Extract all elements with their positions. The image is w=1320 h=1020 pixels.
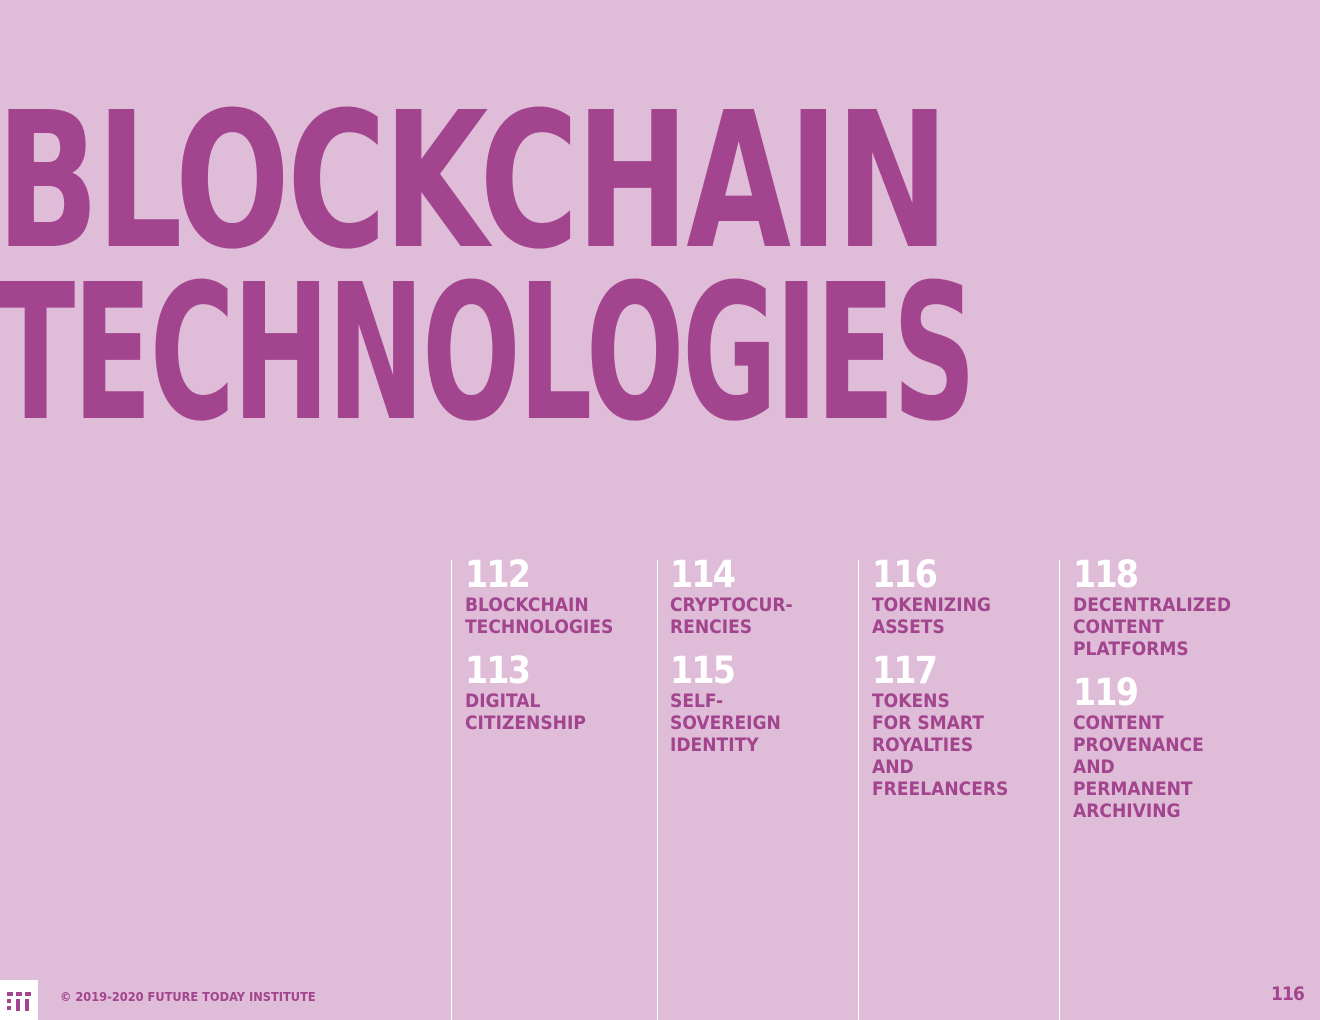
column-divider xyxy=(858,560,859,1020)
page-number: 116 xyxy=(1271,983,1305,1005)
toc-entry-page-number: 114 xyxy=(670,553,736,596)
toc-column-1: 112 BLOCKCHAIN TECHNOLOGIES 113 DIGITAL … xyxy=(465,556,630,748)
toc-entry-label: SELF- SOVEREIGN IDENTITY xyxy=(670,690,781,756)
column-divider xyxy=(1059,560,1060,1020)
toc-entry-page-number: 112 xyxy=(465,553,531,596)
copyright-notice: © 2019-2020 FUTURE TODAY INSTITUTE xyxy=(60,990,316,1004)
column-divider xyxy=(451,560,452,1020)
page-title-line-2: TECHNOLOGIES xyxy=(0,244,976,463)
toc-column-4: 118 DECENTRALIZED CONTENT PLATFORMS 119 … xyxy=(1073,556,1249,836)
toc-entry-page-number: 117 xyxy=(872,649,938,692)
toc-entry-page-number: 115 xyxy=(670,649,736,692)
toc-column-3: 116 TOKENIZING ASSETS 117 TOKENS FOR SMA… xyxy=(872,556,1024,814)
toc-entry[interactable]: 112 BLOCKCHAIN TECHNOLOGIES xyxy=(465,553,630,639)
toc-entry-page-number: 113 xyxy=(465,649,531,692)
toc-entry-page-number: 119 xyxy=(1073,671,1139,714)
toc-entry[interactable]: 118 DECENTRALIZED CONTENT PLATFORMS xyxy=(1073,553,1249,661)
toc-entry-label: CRYPTOCUR- RENCIES xyxy=(670,594,793,638)
toc-entry-label: DIGITAL CITIZENSHIP xyxy=(465,690,586,734)
page-title: BLOCKCHAIN TECHNOLOGIES xyxy=(0,72,1320,463)
toc-entry[interactable]: 115 SELF- SOVEREIGN IDENTITY xyxy=(670,649,806,757)
toc-entry-label: CONTENT PROVENANCE AND PERMANENT ARCHIVI… xyxy=(1073,712,1204,822)
fti-logo-icon xyxy=(0,980,38,1020)
toc-entry-page-number: 116 xyxy=(872,553,938,596)
page-title-line-1: BLOCKCHAIN xyxy=(0,72,949,291)
toc-entry-label: TOKENS FOR SMART ROYALTIES AND FREELANCE… xyxy=(872,690,1009,800)
toc-entry[interactable]: 116 TOKENIZING ASSETS xyxy=(872,553,1024,639)
toc-column-2: 114 CRYPTOCUR- RENCIES 115 SELF- SOVEREI… xyxy=(670,556,806,770)
toc-entry-label: DECENTRALIZED CONTENT PLATFORMS xyxy=(1073,594,1232,660)
toc-entry-page-number: 118 xyxy=(1073,553,1139,596)
toc-entry[interactable]: 119 CONTENT PROVENANCE AND PERMANENT ARC… xyxy=(1073,671,1249,823)
toc-entry-label: TOKENIZING ASSETS xyxy=(872,594,991,638)
toc-entry[interactable]: 117 TOKENS FOR SMART ROYALTIES AND FREEL… xyxy=(872,649,1024,801)
toc-entry-label: BLOCKCHAIN TECHNOLOGIES xyxy=(465,594,614,638)
toc-entry[interactable]: 113 DIGITAL CITIZENSHIP xyxy=(465,649,630,735)
column-divider xyxy=(657,560,658,1020)
toc-entry[interactable]: 114 CRYPTOCUR- RENCIES xyxy=(670,553,806,639)
